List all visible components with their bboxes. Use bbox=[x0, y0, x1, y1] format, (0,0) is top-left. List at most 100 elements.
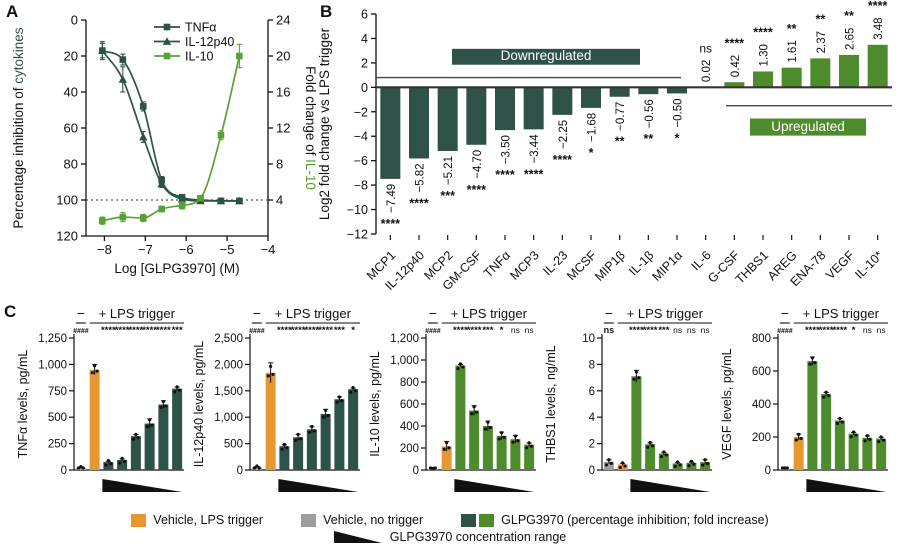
y-tick-label: 6 bbox=[589, 386, 595, 398]
bar-MCP1 bbox=[380, 87, 401, 179]
bar bbox=[700, 462, 711, 470]
bar-value-label: −5.21 bbox=[443, 156, 455, 185]
data-dot bbox=[335, 400, 339, 404]
data-dot bbox=[280, 447, 284, 451]
bar bbox=[524, 444, 535, 470]
data-dot bbox=[634, 370, 638, 374]
data-dot bbox=[106, 459, 110, 463]
data-dot bbox=[349, 390, 353, 394]
data-dot bbox=[488, 425, 492, 430]
y-tick-label: 400 bbox=[400, 421, 419, 433]
data-dot bbox=[109, 461, 113, 466]
significance-marker: ns bbox=[877, 325, 886, 335]
category-label: MIP1α bbox=[649, 248, 685, 284]
data-dot bbox=[662, 450, 666, 454]
bar-value-label: 1.61 bbox=[787, 40, 799, 62]
data-dot bbox=[95, 369, 99, 373]
bar-value-label: 2.37 bbox=[816, 31, 828, 53]
data-dot bbox=[470, 412, 474, 416]
x-axis-label: Log [GLPG3970] (M) bbox=[114, 261, 239, 276]
data-dot bbox=[252, 466, 257, 470]
bar-IL-10* bbox=[867, 44, 888, 88]
y-tick-label: 0 bbox=[237, 465, 243, 477]
bar bbox=[848, 433, 859, 470]
data-dot bbox=[447, 446, 451, 450]
data-dot bbox=[321, 415, 325, 419]
bar-value-label: −7.49 bbox=[386, 184, 398, 213]
data-dot bbox=[513, 434, 517, 438]
legend-series-name: IL-12p40 bbox=[185, 35, 234, 49]
y-axis-label: Log2 fold change vs LPS trigger bbox=[317, 27, 332, 220]
y-tick-label: 1,000 bbox=[214, 412, 243, 424]
lps-trigger-label: + LPS trigger bbox=[627, 306, 704, 321]
bar-VEGF bbox=[839, 54, 859, 88]
y-tick-label-left: 0 bbox=[71, 13, 78, 28]
bar bbox=[279, 446, 290, 470]
significance-marker: *** bbox=[482, 325, 493, 336]
significance-marker: **** bbox=[643, 325, 658, 336]
bar-value-label: 0.42 bbox=[730, 55, 742, 77]
data-dot bbox=[863, 439, 867, 443]
y-tick-label: 400 bbox=[752, 399, 771, 411]
legend-series-name: TNFα bbox=[185, 21, 217, 35]
x-tick-label: −5 bbox=[220, 242, 235, 257]
y-tick-label: −12 bbox=[347, 228, 368, 242]
panel-c-label: C bbox=[4, 302, 17, 321]
category-label: IL-10* bbox=[852, 248, 886, 282]
bar bbox=[75, 467, 86, 470]
data-dot bbox=[673, 464, 677, 468]
data-dot bbox=[676, 460, 680, 464]
data-dot bbox=[824, 390, 828, 394]
bar-TNFα bbox=[495, 87, 515, 131]
data-dot bbox=[340, 399, 344, 403]
bar bbox=[793, 437, 804, 470]
y-tick-label: 4 bbox=[361, 32, 368, 46]
data-dot bbox=[835, 421, 840, 426]
legend-series-name: IL-10 bbox=[185, 50, 214, 64]
bar-IL-1β bbox=[638, 87, 659, 95]
data-dot bbox=[136, 436, 140, 440]
y-tick-label-right: 16 bbox=[276, 85, 290, 100]
data-dot bbox=[609, 461, 613, 465]
significance-label: ** bbox=[844, 9, 854, 23]
data-dot bbox=[255, 464, 259, 468]
significance-marker: **** bbox=[819, 325, 834, 336]
data-dot bbox=[502, 435, 506, 439]
panel-a-label: A bbox=[6, 2, 19, 21]
data-dot bbox=[678, 463, 682, 467]
vegf-levels-bar-chart: 0 200 400 600 800 VEGF levels, pg/mL − + LPS tr… bbox=[720, 305, 888, 492]
significance-label: ** bbox=[643, 132, 653, 146]
data-dot bbox=[433, 466, 437, 470]
data-dot bbox=[458, 362, 462, 366]
data-dot bbox=[150, 423, 154, 427]
data-dot bbox=[486, 420, 490, 424]
data-dot bbox=[472, 405, 476, 409]
data-dot bbox=[621, 461, 625, 465]
bar bbox=[510, 439, 521, 470]
bar bbox=[876, 438, 887, 470]
data-dot bbox=[785, 466, 789, 470]
data-dot bbox=[780, 466, 785, 470]
data-dot bbox=[632, 377, 636, 381]
data-dot bbox=[285, 446, 289, 450]
significance-marker: *** bbox=[334, 325, 345, 336]
data-dot bbox=[692, 462, 696, 466]
data-dot bbox=[337, 395, 341, 399]
triangle-marker bbox=[118, 75, 128, 83]
no-trigger-minus-label: − bbox=[429, 305, 437, 321]
bar bbox=[658, 453, 669, 470]
y-axis-label-left: Percentage inhibition of cytokines bbox=[11, 27, 26, 228]
square-marker bbox=[139, 214, 147, 222]
data-dot bbox=[257, 466, 261, 470]
data-dot bbox=[648, 440, 652, 445]
triangle-marker bbox=[157, 179, 166, 188]
upregulated-box bbox=[750, 118, 866, 136]
data-dot bbox=[659, 454, 664, 459]
significance-marker: **** bbox=[467, 325, 482, 336]
x-tick-label: −8 bbox=[97, 242, 112, 257]
triangle-marker bbox=[98, 46, 107, 54]
data-dot bbox=[104, 463, 108, 467]
category-label: MCSF bbox=[564, 248, 599, 283]
no-trigger-minus-label: − bbox=[253, 305, 261, 321]
bar-value-label: −1.68 bbox=[587, 113, 599, 142]
